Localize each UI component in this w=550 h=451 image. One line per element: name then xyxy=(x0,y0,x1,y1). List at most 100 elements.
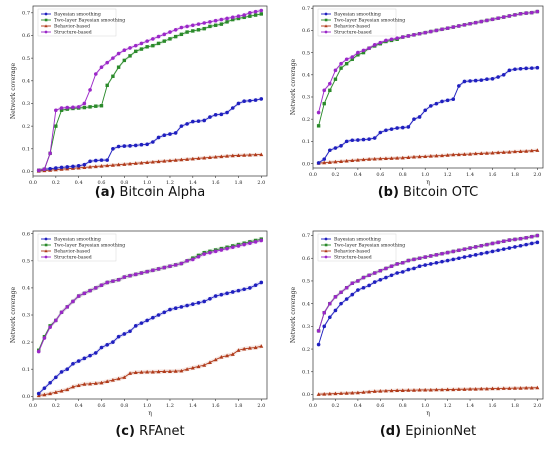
data-point xyxy=(350,57,354,61)
series-bayesian-smoothing xyxy=(36,280,264,396)
data-point xyxy=(236,101,241,106)
data-point xyxy=(490,241,495,246)
data-point xyxy=(339,301,343,306)
data-point xyxy=(42,167,47,171)
chart-panel-4: 0.0 0.2 0.4 0.6 0.8 1.0 1.2 1.4 1.6 1.8 2.0 0.0 0.1 0… xyxy=(290,230,544,439)
data-point xyxy=(71,105,75,110)
data-point xyxy=(99,65,104,69)
data-point xyxy=(82,162,87,167)
data-point xyxy=(328,81,332,86)
data-point xyxy=(445,258,450,263)
data-point xyxy=(456,152,461,157)
data-point xyxy=(333,308,338,313)
data-point xyxy=(445,387,450,392)
data-point xyxy=(507,68,512,73)
data-point xyxy=(501,150,506,154)
data-point xyxy=(219,22,224,26)
data-point xyxy=(513,245,517,249)
data-point xyxy=(412,33,416,37)
data-point xyxy=(242,99,246,103)
data-point xyxy=(219,154,224,159)
y-tick-label: 0.5 xyxy=(22,56,30,62)
data-point xyxy=(356,279,360,283)
data-point xyxy=(139,142,144,147)
legend-entry-label: Behavior-based xyxy=(334,249,370,255)
data-point xyxy=(173,158,178,162)
data-point xyxy=(253,98,258,102)
data-point xyxy=(48,325,52,329)
x-tick-label: 1.8 xyxy=(234,403,242,409)
data-point xyxy=(529,148,534,153)
legend-swatch-marker xyxy=(324,255,328,259)
data-point xyxy=(529,10,534,15)
data-point xyxy=(490,150,495,155)
data-point xyxy=(339,61,343,66)
series-structure-based xyxy=(316,233,540,333)
data-point xyxy=(524,385,529,390)
data-point xyxy=(259,344,264,348)
data-point xyxy=(384,266,388,271)
data-point xyxy=(139,160,144,165)
data-point xyxy=(384,38,388,43)
data-point xyxy=(417,31,422,36)
series-band xyxy=(318,65,538,165)
data-point xyxy=(53,390,58,394)
series-line xyxy=(38,10,262,171)
caption-text: Bitcoin Alpha xyxy=(115,185,205,200)
data-point xyxy=(412,257,416,262)
data-point xyxy=(116,277,121,282)
data-point xyxy=(412,266,416,271)
series-bayesian-smoothing xyxy=(316,65,540,165)
data-point xyxy=(429,29,433,34)
y-tick-label: 0.4 xyxy=(22,286,30,292)
data-point xyxy=(139,321,144,325)
data-point xyxy=(196,22,201,26)
data-point xyxy=(429,254,433,258)
data-point xyxy=(259,238,264,243)
data-point xyxy=(145,160,150,164)
data-point xyxy=(406,258,411,263)
data-point xyxy=(518,243,523,248)
data-point xyxy=(247,346,252,350)
data-point xyxy=(213,357,218,362)
data-point xyxy=(82,291,87,296)
data-point xyxy=(423,154,428,159)
y-tick-label: 0.0 xyxy=(302,392,310,398)
data-point xyxy=(111,74,115,78)
data-point xyxy=(179,368,184,373)
data-point xyxy=(445,26,450,30)
data-point xyxy=(168,264,172,269)
legend-swatch-marker xyxy=(324,237,328,241)
legend-swatch-marker xyxy=(324,249,328,253)
data-point xyxy=(440,27,444,32)
y-tick-label: 0.5 xyxy=(22,259,30,265)
x-tick-label: 2.0 xyxy=(257,403,265,409)
data-point xyxy=(88,381,93,386)
data-point xyxy=(150,159,155,164)
data-point xyxy=(339,391,344,395)
data-point xyxy=(524,236,528,240)
y-tick-label: 0.1 xyxy=(22,147,30,153)
data-point xyxy=(110,163,115,167)
y-tick-label: 0.7 xyxy=(302,233,310,239)
legend-swatch-marker xyxy=(44,12,48,16)
legend-entry-label: Structure-based xyxy=(54,30,92,36)
data-point xyxy=(208,115,212,119)
x-tick-label: 1.2 xyxy=(166,403,174,409)
data-point xyxy=(128,371,133,375)
data-point xyxy=(400,35,405,39)
data-point xyxy=(71,164,75,169)
data-point xyxy=(344,285,349,290)
data-point xyxy=(88,159,92,164)
data-point xyxy=(378,389,383,393)
data-point xyxy=(207,360,212,365)
data-point xyxy=(344,61,349,66)
data-point xyxy=(361,157,366,162)
data-point xyxy=(484,386,489,391)
data-point xyxy=(202,118,207,123)
data-point xyxy=(213,154,218,159)
series-line xyxy=(318,235,538,332)
data-point xyxy=(468,246,472,250)
data-point xyxy=(116,65,121,69)
